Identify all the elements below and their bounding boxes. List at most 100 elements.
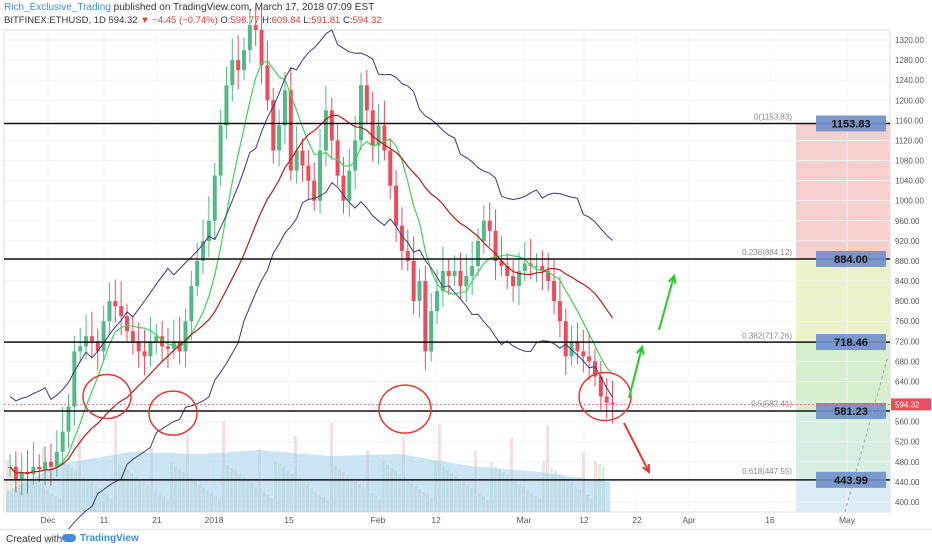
projection-line (844, 356, 889, 513)
candle-body (323, 110, 328, 151)
candle-body (370, 110, 375, 146)
created-with-text: Created with (6, 534, 63, 545)
y-tick-label: 520.00 (895, 438, 920, 447)
x-tick-label: 2018 (205, 515, 224, 525)
symbol-info-line: BITFINEX:ETHUSD, 1D 594.32 ▼ −4.45 (−0.7… (4, 15, 382, 27)
level-label: 443.99 (834, 475, 868, 487)
green-arrow-up-head (636, 344, 645, 356)
last-price: 594.32 (108, 15, 138, 26)
candle-body (224, 85, 229, 126)
candle-body (113, 301, 118, 307)
y-tick-label: 1080.00 (895, 157, 924, 166)
candle-body (136, 341, 141, 352)
candle-body (277, 125, 282, 151)
y-tick-label: 440.00 (895, 478, 920, 487)
candle-body (271, 100, 276, 151)
y-tick-label: 400.00 (895, 498, 920, 507)
high-value: 609.84 (271, 15, 301, 26)
ma-slow-line (9, 114, 613, 474)
candle-body (201, 240, 206, 261)
x-tick-label: 22 (632, 515, 642, 525)
candle-body (376, 125, 381, 146)
candle-body (218, 125, 223, 176)
level-label-box (816, 334, 886, 351)
candle-body (604, 396, 609, 403)
price-change: −4.45 (−0.74%) (152, 15, 218, 26)
candle-body (253, 24, 258, 30)
candle-body (505, 265, 510, 277)
fib-label: 0(1153.83) (754, 112, 792, 121)
x-tick-label: 16 (765, 515, 775, 525)
green-arrow-up-2-head (667, 273, 677, 285)
x-tick-label: 21 (152, 515, 162, 525)
candle-body (247, 24, 252, 51)
candle-body (107, 301, 112, 322)
candle-body (522, 263, 527, 271)
candle-body (476, 240, 480, 266)
candle-body (353, 140, 358, 171)
x-tick-label: Feb (371, 515, 386, 525)
y-tick-label: 1160.00 (895, 116, 924, 125)
y-tick-label: 1240.00 (895, 76, 924, 85)
symbol-label: BITFINEX:ETHUSD, 1D (4, 15, 106, 26)
open-label: O: (220, 15, 231, 26)
x-tick-label: Dec (40, 515, 56, 525)
candle-body (364, 85, 369, 111)
candle-body (48, 461, 53, 467)
candle-body (452, 271, 457, 277)
candle-body (382, 125, 387, 151)
y-tick-label: 920.00 (895, 237, 920, 246)
candle-body (189, 286, 194, 322)
candle-body (19, 471, 24, 480)
candle-body (429, 311, 434, 352)
candle-body (423, 281, 428, 352)
fib-label: 0.5(582.41) (751, 399, 792, 408)
level-label: 884.00 (834, 254, 868, 266)
candle-body (78, 346, 83, 352)
candle-body (95, 341, 100, 352)
y-tick-label: 1280.00 (895, 56, 924, 65)
candle-body (446, 271, 451, 277)
candle-body (399, 225, 404, 251)
x-tick-label: Apr (682, 515, 695, 525)
candle-body (347, 170, 352, 201)
candle-body (411, 260, 416, 302)
candle-body (435, 291, 440, 312)
support-circle (378, 384, 432, 434)
y-tick-label: 880.00 (895, 257, 920, 266)
price-chart[interactable]: 400.00440.00480.00520.00560.00600.00640.… (0, 0, 932, 530)
candle-body (557, 301, 562, 322)
level-label: 718.46 (834, 337, 868, 349)
candle-body (230, 60, 235, 86)
tradingview-logo[interactable]: TradingView (62, 533, 139, 544)
candle-body (329, 110, 334, 141)
x-tick-label: Mar (517, 515, 532, 525)
candle-body (43, 461, 48, 470)
volume-bar (6, 460, 9, 512)
level-label: 581.23 (834, 406, 868, 418)
candle-body (312, 180, 317, 201)
candle-body (212, 175, 217, 221)
candle-body (72, 351, 77, 407)
candle-body (335, 140, 340, 176)
candle-body (499, 260, 504, 266)
author-link[interactable]: Rich_Exclusive_Trading (4, 2, 111, 13)
candle-body (493, 230, 498, 261)
candle-body (259, 30, 264, 66)
publish-header: Rich_Exclusive_Trading published on Trad… (4, 2, 374, 14)
candle-body (359, 85, 363, 141)
band-lower-line (67, 181, 613, 530)
candle-body (552, 281, 557, 302)
candle-body (54, 451, 59, 467)
candle-body (306, 165, 311, 181)
volume-bar (546, 425, 549, 512)
candle-body (154, 336, 159, 342)
candle-body (569, 341, 574, 357)
candle-body (66, 406, 71, 432)
candle-body (318, 150, 323, 201)
candle-body (89, 336, 94, 342)
volume-bar (10, 463, 13, 512)
y-tick-label: 720.00 (895, 337, 920, 346)
green-arrow-up-2 (658, 275, 675, 331)
current-price-badge (891, 398, 931, 411)
